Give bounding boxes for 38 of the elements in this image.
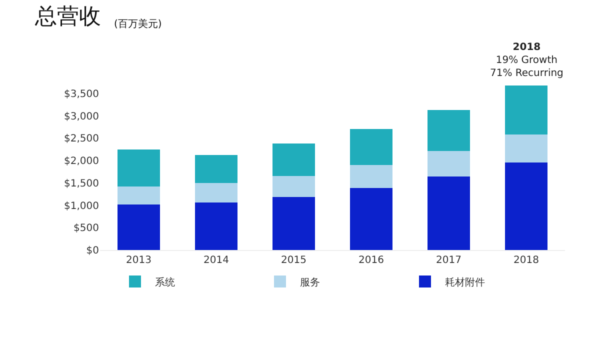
y-tick-label: $0 bbox=[86, 246, 99, 256]
bar bbox=[350, 165, 393, 188]
x-tick-label: 2013 bbox=[126, 255, 152, 266]
bar bbox=[117, 149, 160, 186]
bar bbox=[504, 85, 548, 135]
bar bbox=[427, 110, 470, 152]
annotation: 2018 19% Growth 71% Recurring bbox=[490, 42, 564, 79]
bar bbox=[350, 129, 393, 165]
bar bbox=[350, 188, 393, 250]
y-tick-label: $500 bbox=[74, 223, 99, 234]
bar bbox=[194, 155, 238, 183]
bar bbox=[194, 182, 238, 203]
x-tick-label: 2017 bbox=[436, 255, 462, 266]
y-tick-label: $1,500 bbox=[64, 178, 99, 190]
bar bbox=[117, 204, 160, 250]
bar bbox=[272, 176, 316, 197]
legend-label: 服务 bbox=[300, 276, 320, 288]
bar bbox=[427, 176, 470, 250]
y-tick-label: $1,000 bbox=[64, 200, 99, 212]
bar bbox=[272, 196, 316, 250]
bar bbox=[272, 144, 316, 176]
x-tick-label: 2015 bbox=[281, 255, 306, 266]
chart-title: 总营收 bbox=[34, 4, 101, 30]
legend-label: 系统 bbox=[155, 276, 175, 288]
bar bbox=[194, 202, 238, 250]
bar bbox=[504, 162, 548, 250]
y-tick-label: $2,000 bbox=[64, 156, 99, 168]
y-tick-label: $3,000 bbox=[64, 111, 99, 122]
x-tick-label: 2018 bbox=[514, 255, 539, 266]
chart-subtitle: (百万美元) bbox=[114, 18, 162, 30]
x-tick-label: 2014 bbox=[204, 255, 229, 266]
bar bbox=[427, 151, 470, 177]
bar bbox=[117, 186, 160, 204]
bar bbox=[504, 134, 548, 162]
y-tick-label: $2,500 bbox=[64, 134, 99, 145]
legend-label: 耗材附件 bbox=[445, 276, 485, 288]
y-tick-label: $3,500 bbox=[64, 88, 99, 100]
x-tick-label: 2016 bbox=[358, 255, 384, 266]
